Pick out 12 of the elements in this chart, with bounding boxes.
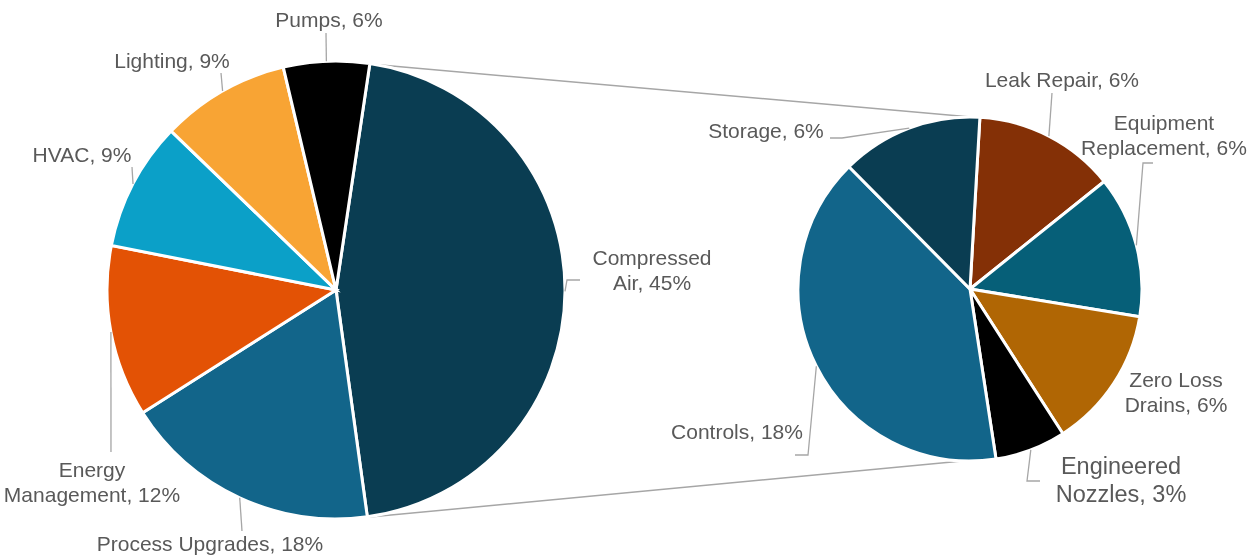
slice-label: Process Upgrades, 18%	[96, 532, 324, 556]
slice-label: Pumps, 6%	[275, 8, 383, 32]
slice-label: Leak Repair, 6%	[984, 68, 1140, 92]
slice-label: HVAC, 9%	[32, 143, 132, 167]
slice-label: Zero Loss Drains, 6%	[1124, 367, 1228, 416]
slice-label: Engineered Nozzles, 3%	[1055, 453, 1187, 508]
slice-label: Compressed Air, 45%	[592, 245, 712, 294]
slice-label: Equipment Replacement, 6%	[1081, 110, 1247, 159]
slice-label: Controls, 18%	[671, 420, 803, 444]
slice-label: Energy Management, 12%	[3, 457, 181, 506]
slice-label: Storage, 6%	[708, 119, 824, 143]
slice-label: Lighting, 9%	[114, 49, 230, 73]
